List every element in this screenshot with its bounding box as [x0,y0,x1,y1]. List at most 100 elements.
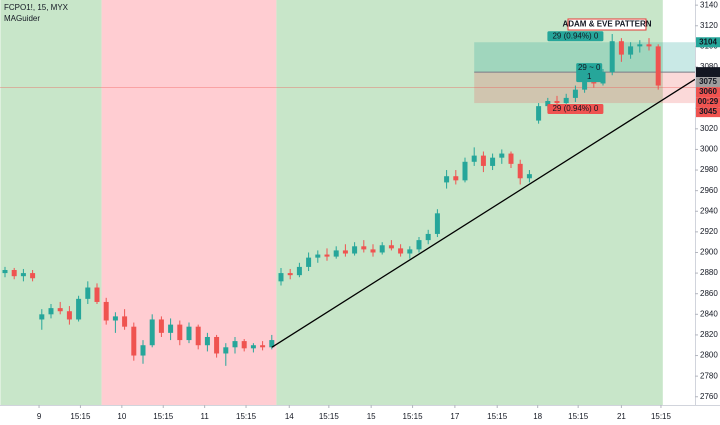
candle-body [407,249,413,254]
candle-body [352,246,358,254]
stop-label-box [547,104,604,115]
candle-body [416,240,422,250]
candle-body [444,176,450,183]
candle-body [388,245,394,249]
center-label: 29 ~ 0 [578,63,601,72]
y-tick-label: 2920 [700,227,718,236]
y-tick-label: 2860 [700,289,718,298]
x-tick-label: 17 [450,412,459,421]
indicator-name: MAGuider [4,14,40,23]
price-label: 00:29 [698,97,719,106]
price-label-box [696,87,720,98]
price-label: 3075 [699,77,717,86]
x-tick-label: 15:15 [236,412,257,421]
candle-body [168,324,174,333]
candle-body [85,287,91,299]
candle-body [342,250,348,254]
candle-body [195,326,201,346]
candle-body [278,273,284,282]
candle-body [517,163,523,179]
price-label: 3104 [699,37,717,46]
candle-body [11,270,17,277]
candle-body [655,46,661,86]
candle-body [379,245,385,253]
x-tick-label: 15:15 [651,412,672,421]
x-tick-label: 15:15 [153,412,174,421]
price-label: 3045 [699,107,717,116]
candle-body [296,266,302,276]
candle-body [628,46,634,55]
candle-body [306,257,312,267]
candle-body [434,213,440,234]
price-label-box [696,67,720,78]
y-tick-label: 3140 [700,0,718,9]
candle-body [232,341,238,348]
candle-body [333,250,339,257]
x-tick-label: 15:15 [70,412,91,421]
x-tick-label: 11 [200,412,209,421]
candle-body [499,153,505,158]
candle-body [131,326,137,356]
candle-body [39,314,45,320]
candle-body [554,100,560,104]
x-tick-label: 10 [117,412,126,421]
stop-label: 29 (0.94%) 0 [552,104,598,113]
candle-body [425,233,431,241]
y-tick-label: 2900 [700,248,718,257]
candle-body [260,345,266,348]
y-tick-label: 2780 [700,371,718,380]
candle-body [609,41,615,73]
y-tick-label: 3120 [700,21,718,30]
plot-area [0,0,696,405]
x-tick-label: 15:15 [568,412,589,421]
candle-body [536,106,542,121]
x-tick-label: 15:15 [487,412,508,421]
candle-body [48,308,54,315]
x-tick-label: 15:15 [403,412,424,421]
candle-body [112,316,118,321]
y-tick-label: 2980 [700,165,718,174]
y-tick-label: 2760 [700,392,718,401]
candle-body [250,345,256,349]
price-label-box [696,97,720,108]
y-tick-label: 3080 [700,62,718,71]
session-band [0,0,102,405]
candle-body [103,301,109,321]
x-tick-label: 15 [367,412,376,421]
candle-body [526,174,532,179]
y-tick-label: 2820 [700,330,718,339]
candle-body [471,155,477,162]
price-label-box [696,37,720,48]
y-tick-label: 2940 [700,206,718,215]
candle-body [177,324,183,341]
candle-body [462,161,468,181]
candle-body [637,44,643,47]
target-label-box [547,31,604,42]
y-tick-label: 2800 [700,351,718,360]
y-tick-label: 2960 [700,186,718,195]
candle-body [57,308,63,312]
candle-body [2,270,8,274]
y-tick-label: 3020 [700,124,718,133]
trendline [271,78,696,348]
candle-body [269,340,275,348]
candle-body [149,319,155,346]
candle-body [582,79,588,90]
candle-body [453,176,459,181]
price-label: 3060 [699,87,717,96]
x-tick-label: 9 [37,412,42,421]
y-tick-label: 2840 [700,309,718,318]
candle-body [315,254,321,258]
candle-body [140,345,146,356]
candle-body [122,316,128,327]
target-label: 29 (0.94%) 0 [552,31,598,40]
candle-body [646,44,652,47]
x-tick-label: 21 [617,412,626,421]
candle-body [287,273,293,276]
price-label-box [696,77,720,88]
center-label-box [576,63,603,83]
annotation-box [567,18,647,31]
candle-body [490,157,496,166]
candle-body [30,273,36,279]
